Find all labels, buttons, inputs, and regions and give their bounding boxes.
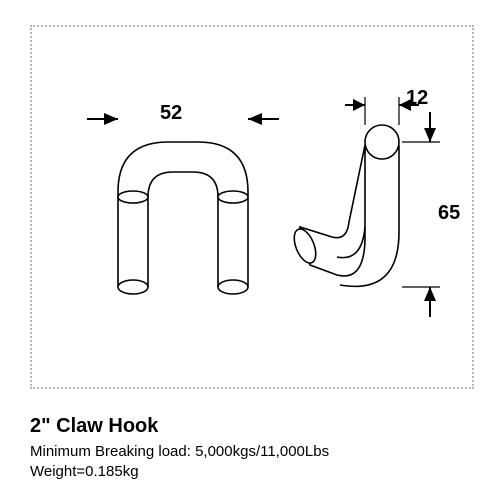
dim-height: 65 [438, 202, 460, 225]
spec-weight: Weight=0.185kg [30, 462, 329, 482]
product-title: 2" Claw Hook [30, 415, 329, 438]
dim-thickness: 12 [406, 87, 428, 110]
diagram-frame: 52 12 65 [30, 25, 474, 389]
dim-width: 52 [160, 102, 182, 125]
spec-load: Minimum Breaking load: 5,000kgs/11,000Lb… [30, 442, 329, 462]
caption-block: 2" Claw Hook Minimum Breaking load: 5,00… [30, 415, 329, 483]
hook-drawing [32, 27, 472, 387]
